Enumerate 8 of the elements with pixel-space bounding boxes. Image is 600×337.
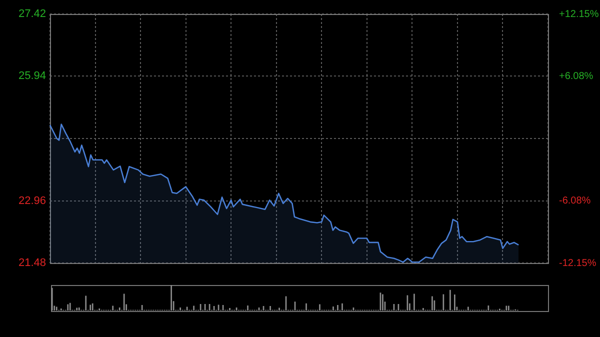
y2-tick-label: -12.15%: [559, 258, 596, 269]
y-tick-label: 21.48: [18, 257, 46, 270]
y2-tick-label: -6.08%: [559, 196, 591, 207]
y-tick-label: 27.42: [18, 8, 46, 20]
y-tick-label: 25.94: [18, 70, 46, 82]
y-tick-label: 22.96: [18, 194, 46, 207]
y2-tick-label: +6.08%: [559, 70, 594, 82]
y2-tick-label: +12.15%: [559, 8, 599, 20]
